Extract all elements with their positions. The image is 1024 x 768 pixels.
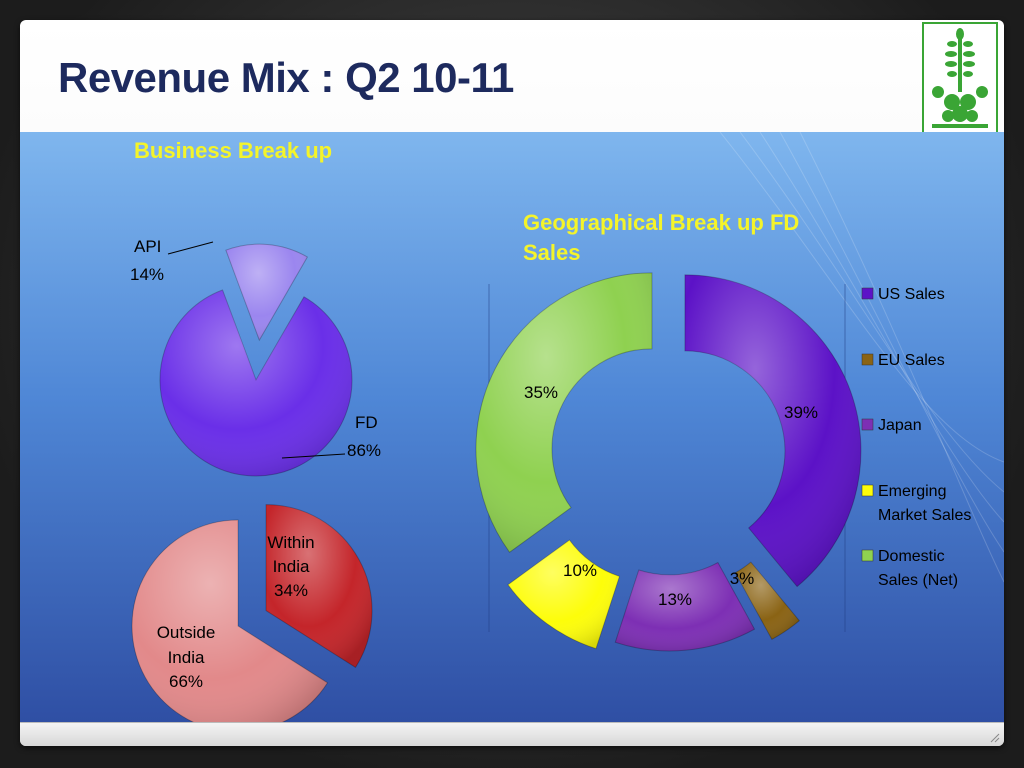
legend-swatch (861, 549, 874, 562)
chart-panel: Business Break up API 14% FD 86% Within … (20, 132, 1004, 722)
legend-label-line1: Domestic (878, 548, 945, 565)
domestic-value: 35% (524, 383, 558, 402)
page-title: Revenue Mix : Q2 10-11 (58, 54, 514, 101)
slice-gloss (615, 562, 755, 651)
legend-swatch (861, 484, 874, 497)
japan-value: 13% (658, 590, 692, 609)
legend-item-emerging: Emerging Market Sales (861, 483, 971, 524)
slide-footer-bar (20, 722, 1004, 746)
fd-leader-line (281, 453, 346, 459)
legend-item-japan: Japan (861, 417, 922, 434)
region-pie (131, 504, 373, 722)
business-pie (159, 243, 353, 477)
legend-label: US Sales (878, 286, 945, 303)
legend-swatch (861, 418, 874, 431)
within-india-line2: India (273, 557, 310, 576)
slice-gloss (160, 290, 353, 476)
geo-donut (475, 272, 862, 652)
legend-item-us-sales: US Sales (861, 286, 945, 303)
emerging-value: 10% (563, 561, 597, 580)
business-labels: API 14% FD 86% (130, 237, 381, 460)
slice-gloss (132, 520, 328, 722)
slice-gloss (475, 272, 652, 553)
region-labels: Within India 34% Outside India 66% (157, 533, 315, 691)
outside-india-line2: India (168, 648, 205, 667)
legend-swatch (861, 287, 874, 300)
geo-chart-title-line2: Sales (523, 240, 581, 265)
legend-item-eu-sales: EU Sales (861, 352, 945, 369)
company-logo (922, 22, 998, 134)
slice-gloss (684, 274, 861, 587)
api-value: 14% (130, 265, 164, 284)
legend-label: Japan (878, 417, 922, 434)
geo-chart-title-line1: Geographical Break up FD (523, 210, 799, 235)
slide: Revenue Mix : Q2 10-11 (20, 20, 1004, 746)
within-india-line1: Within (267, 533, 314, 552)
business-chart-title: Business Break up (134, 138, 332, 163)
outside-india-value: 66% (169, 672, 203, 691)
slice-gloss (266, 504, 373, 668)
legend-label-line1: Emerging (878, 483, 946, 500)
outside-india-line1: Outside (157, 623, 216, 642)
within-india-value: 34% (274, 581, 308, 600)
legend-swatch (861, 353, 874, 366)
resize-grip-icon[interactable] (988, 731, 1000, 743)
fd-label: FD (355, 413, 378, 432)
eu-sales-value: 3% (730, 569, 755, 588)
geo-data-labels: 39% 3% 13% 10% 35% (524, 383, 818, 609)
charts-canvas: Business Break up API 14% FD 86% Within … (130, 132, 1004, 722)
us-sales-value: 39% (784, 403, 818, 422)
logo-emblem-icon (932, 28, 988, 128)
legend-label: EU Sales (878, 352, 945, 369)
background-curves (719, 132, 1004, 583)
geo-legend: US Sales EU Sales Japan Emerging Market … (861, 286, 971, 589)
legend-label-line2: Market Sales (878, 507, 971, 524)
api-leader-line (167, 241, 214, 255)
legend-item-domestic: Domestic Sales (Net) (861, 548, 958, 589)
slice-gloss (735, 562, 800, 640)
fd-value: 86% (347, 441, 381, 460)
legend-label-line2: Sales (Net) (878, 572, 958, 589)
slice-gloss (507, 540, 620, 649)
slice-gloss (225, 244, 308, 341)
api-label: API (134, 237, 161, 256)
